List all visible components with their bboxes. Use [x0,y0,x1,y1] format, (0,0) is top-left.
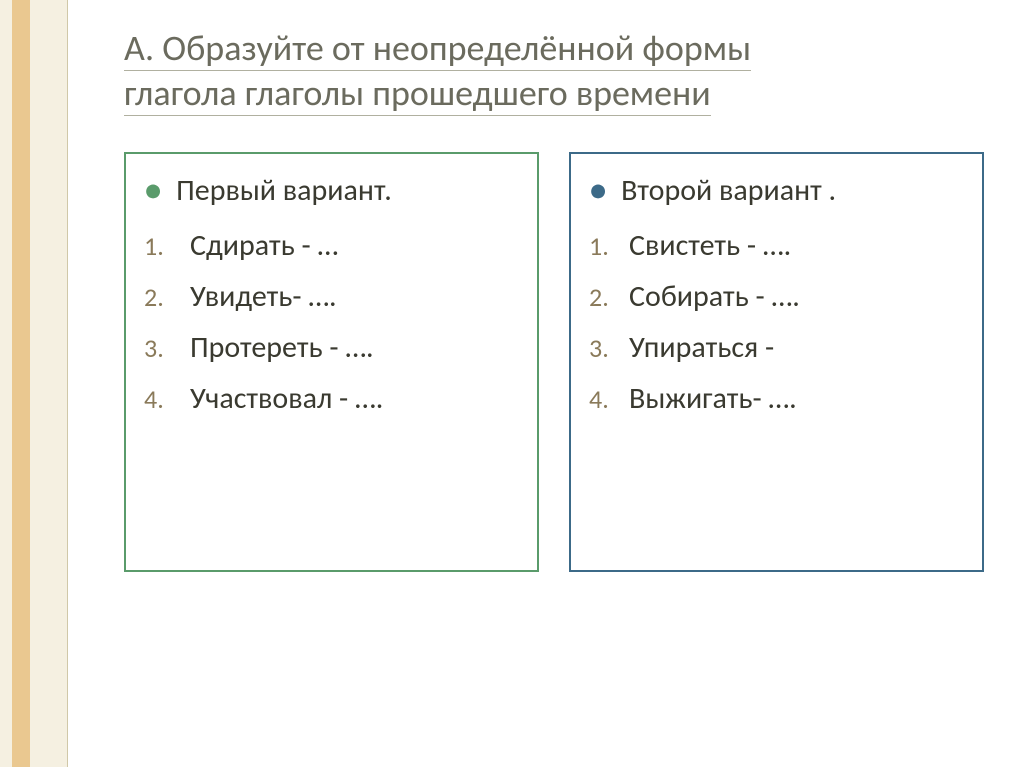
list-item: Собирать - …. [589,278,964,315]
list-item: Свистеть - …. [589,227,964,264]
slide-title: А. Образуйте от неопределённой формы гла… [124,26,984,116]
list-item: Выжигать- …. [589,380,964,417]
bullet-icon: ● [144,176,162,206]
list-item: Участвовал - …. [144,380,519,417]
right-card-heading: ● Второй вариант . [589,172,964,209]
left-list: Сдирать - … Увидеть- …. Протереть - …. У… [144,227,519,417]
right-heading-text: Второй вариант . [621,172,836,209]
left-heading-text: Первый вариант. [176,172,392,209]
right-list: Свистеть - …. Собирать - …. Упираться - … [589,227,964,417]
list-item: Протереть - …. [144,329,519,366]
list-item: Увидеть- …. [144,278,519,315]
title-accent: А. [124,26,154,70]
slide-content: А. Образуйте от неопределённой формы гла… [68,0,1024,767]
list-item: Упираться - [589,329,964,366]
list-item: Сдирать - … [144,227,519,264]
right-card: ● Второй вариант . Свистеть - …. Собират… [569,152,984,572]
left-card: ● Первый вариант. Сдирать - … Увидеть- …… [124,152,539,572]
title-line2: глагола глаголы прошедшего времени [124,71,711,115]
title-line1: Образуйте от неопределённой формы [162,26,751,70]
bullet-icon: ● [589,176,607,206]
left-card-heading: ● Первый вариант. [144,172,519,209]
columns-container: ● Первый вариант. Сдирать - … Увидеть- …… [124,152,984,572]
decorative-sidebar-accent [12,0,30,767]
decorative-sidebar [0,0,68,767]
